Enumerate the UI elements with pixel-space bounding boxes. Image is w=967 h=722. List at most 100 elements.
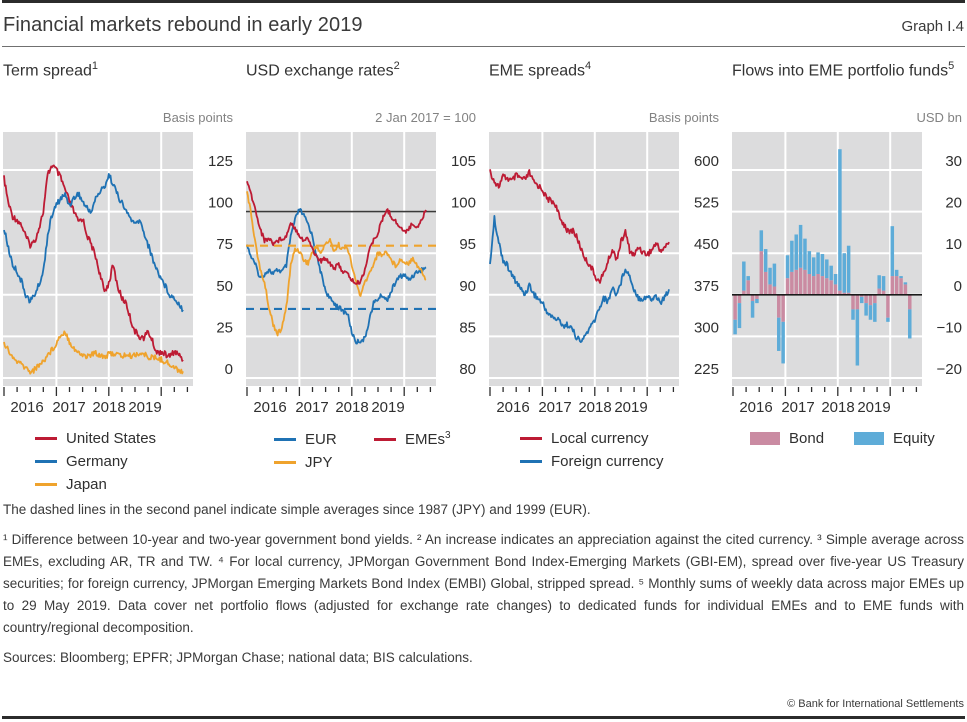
svg-text:450: 450 — [694, 236, 719, 253]
panel-title-text: Term spread — [3, 62, 92, 80]
svg-text:2016: 2016 — [496, 399, 529, 416]
svg-text:20: 20 — [945, 195, 962, 212]
legend-line-marker — [520, 460, 542, 463]
svg-text:2019: 2019 — [371, 399, 404, 416]
panel-title-text: Flows into EME portfolio funds — [732, 62, 949, 80]
svg-text:30: 30 — [945, 153, 962, 170]
svg-text:2019: 2019 — [614, 399, 647, 416]
svg-text:100: 100 — [208, 195, 233, 212]
svg-text:100: 100 — [451, 195, 476, 212]
footnotes: ¹ Difference between 10-year and two-yea… — [3, 532, 964, 635]
legend-label: Equity — [893, 430, 935, 447]
svg-text:2016: 2016 — [739, 399, 772, 416]
legend-label: Foreign currency — [551, 453, 664, 470]
eme-spreads-chart: 2016 2017 2018 2019 225 300 375 450 525 600 — [489, 132, 719, 416]
header-divider — [2, 46, 965, 47]
legend-item: Japan — [35, 476, 107, 493]
svg-text:25: 25 — [216, 319, 233, 336]
axis-unit-label: Basis points — [648, 110, 719, 125]
svg-text:95: 95 — [459, 236, 476, 253]
svg-text:0: 0 — [225, 361, 233, 378]
svg-text:525: 525 — [694, 195, 719, 212]
legend-label: EUR — [305, 430, 337, 448]
copyright-line: © Bank for International Settlements — [787, 698, 964, 710]
legend-line-marker — [274, 461, 296, 464]
panel-eme-portfolio-flows: Flows into EME portfolio funds5 USD bn 2… — [732, 55, 964, 493]
legend-item: Equity — [854, 430, 935, 447]
panel-term-spread: Term spread1 Basis points 2016 2017 2018 20… — [3, 55, 235, 493]
legend-line-marker — [35, 437, 57, 440]
svg-text:2017: 2017 — [538, 399, 571, 416]
svg-text:2017: 2017 — [781, 399, 814, 416]
legend-line-marker — [520, 437, 542, 440]
panels-row: Term spread1 Basis points 2016 2017 2018 20… — [3, 55, 964, 493]
panel-title: USD exchange rates2 — [246, 55, 478, 110]
legend-term-spread: United States Germany Japan — [35, 430, 235, 493]
svg-text:−10: −10 — [937, 319, 962, 336]
graph-number-label: Graph I.4 — [901, 18, 964, 35]
legend-label: Local currency — [551, 430, 649, 447]
legend-item: EMEs3 — [374, 430, 451, 448]
panel-title-text: EME spreads — [489, 62, 586, 80]
panel-title-sup: 1 — [91, 60, 99, 72]
legend-item: Germany — [35, 453, 128, 470]
legend-label: JPY — [305, 454, 333, 471]
svg-text:2018: 2018 — [335, 399, 368, 416]
dashed-lines-note: The dashed lines in the second panel ind… — [3, 502, 591, 517]
legend-item: United States — [35, 430, 156, 447]
legend-label: Germany — [66, 453, 128, 470]
svg-text:50: 50 — [216, 278, 233, 295]
sources-line: Sources: Bloomberg; EPFR; JPMorgan Chase… — [3, 650, 473, 665]
legend-label: EMEs3 — [405, 430, 451, 448]
svg-text:2019: 2019 — [128, 399, 161, 416]
axis-unit-label: 2 Jan 2017 = 100 — [375, 110, 476, 125]
axis-unit-label: Basis points — [162, 110, 233, 125]
svg-text:2017: 2017 — [295, 399, 328, 416]
axis-unit-label: USD bn — [916, 110, 962, 125]
panel-title-sup: 2 — [393, 60, 400, 72]
top-rule — [2, 0, 965, 3]
panel-eme-spreads: EME spreads4 Basis points 2016 2017 2018 20… — [489, 55, 721, 493]
svg-text:105: 105 — [451, 153, 476, 170]
panel-title: Term spread1 — [3, 55, 235, 110]
legend-item: Bond — [750, 430, 824, 447]
panel-title-sup: 4 — [585, 60, 592, 72]
svg-text:2018: 2018 — [92, 399, 125, 416]
page-title: Financial markets rebound in early 2019 — [3, 14, 363, 36]
svg-text:0: 0 — [954, 278, 962, 295]
legend-item: JPY — [274, 454, 333, 471]
legend-item: Foreign currency — [520, 453, 664, 470]
legend-line-marker — [35, 460, 57, 463]
svg-text:−20: −20 — [937, 361, 962, 378]
legend-item: EUR — [274, 431, 337, 448]
panel-title-text: USD exchange rates — [246, 62, 394, 80]
svg-text:80: 80 — [459, 361, 476, 378]
term-spread-chart: 2016 2017 2018 2019 0 25 50 75 100 125 — [3, 132, 233, 416]
svg-text:375: 375 — [694, 278, 719, 295]
legend-item: Local currency — [520, 430, 649, 447]
eme-portfolio-flows-chart: 2016 2017 2018 2019 −20 −10 0 10 20 30 — [732, 132, 962, 416]
legend-usd-exchange-rates: EUR EMEs3 JPY — [274, 430, 478, 471]
legend-swatch — [750, 432, 780, 445]
svg-text:85: 85 — [459, 319, 476, 336]
svg-text:2017: 2017 — [52, 399, 85, 416]
svg-text:225: 225 — [694, 361, 719, 378]
panel-title: Flows into EME portfolio funds5 — [732, 55, 964, 110]
legend-swatch — [854, 432, 884, 445]
legend-label: Bond — [789, 430, 825, 447]
svg-text:90: 90 — [459, 278, 476, 295]
panel-usd-exchange-rates: USD exchange rates2 2 Jan 2017 = 100 201… — [246, 55, 478, 493]
panel-title: EME spreads4 — [489, 55, 721, 110]
legend-label: Japan — [66, 476, 107, 493]
legend-line-marker — [374, 437, 396, 441]
legend-label: United States — [66, 430, 157, 447]
svg-text:125: 125 — [208, 153, 233, 170]
usd-exchange-rates-chart: 2016 2017 2018 2019 80 85 90 95 100 105 — [246, 132, 476, 416]
svg-text:300: 300 — [694, 319, 719, 336]
svg-text:75: 75 — [216, 236, 233, 253]
svg-text:2018: 2018 — [578, 399, 611, 416]
bottom-rule — [2, 716, 965, 719]
svg-text:2019: 2019 — [857, 399, 890, 416]
panel-title-sup: 5 — [948, 60, 955, 72]
